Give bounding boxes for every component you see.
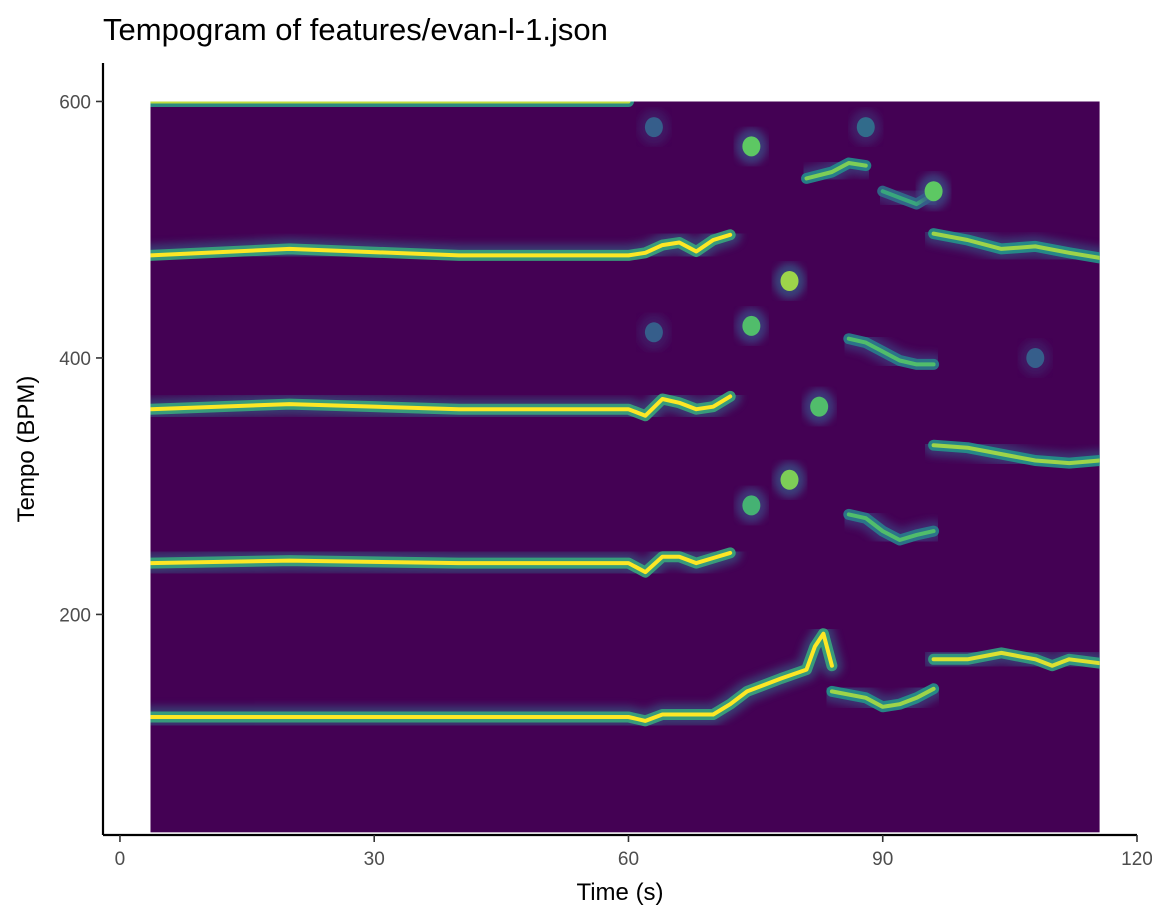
tempo-blob	[735, 487, 768, 524]
x-tick-label: 0	[115, 849, 126, 870]
blob-core	[810, 396, 829, 417]
tempo-ridge	[837, 503, 945, 551]
blob-core	[644, 117, 663, 138]
blob-core	[856, 117, 875, 138]
ridge-core	[150, 550, 733, 575]
x-tick-label: 60	[618, 849, 639, 870]
blob-core	[742, 136, 761, 157]
blob-core	[780, 469, 799, 490]
blob-core	[644, 322, 663, 343]
x-tick-label: 90	[872, 849, 893, 870]
tempo-ridge	[795, 152, 877, 190]
tempo-ridge	[150, 385, 742, 427]
tempo-blob	[637, 314, 670, 351]
tempo-blob	[637, 109, 670, 146]
tempo-ridge	[150, 541, 742, 584]
ridge-core	[846, 512, 936, 542]
tempo-blob	[917, 173, 950, 210]
ridge-core	[931, 443, 1100, 466]
heatmap	[150, 101, 1100, 833]
ridge-core	[150, 631, 834, 723]
blob-core	[780, 271, 799, 292]
x-tick-label: 120	[1121, 849, 1152, 870]
ridge-core	[829, 686, 936, 709]
ridge-core	[804, 161, 868, 181]
blob-core	[924, 181, 943, 202]
x-axis-label: Time (s)	[576, 879, 663, 906]
ridge-core	[150, 394, 733, 418]
tempo-blob	[803, 388, 836, 425]
tempo-blob	[849, 109, 882, 146]
y-axis-ticks: 200 400 600	[59, 92, 103, 626]
ridge-core	[931, 650, 1100, 668]
tempo-ridge	[922, 222, 1100, 269]
ridge-core	[150, 232, 733, 258]
tempo-blob	[773, 461, 806, 498]
tempo-blob	[735, 307, 768, 344]
tempo-ridge	[922, 434, 1100, 475]
tempo-blob	[1019, 339, 1052, 376]
blob-core	[1026, 347, 1045, 368]
tempo-blob	[735, 128, 768, 165]
chart-title: Tempogram of features/evan-l-1.json	[103, 12, 608, 47]
tempo-blob	[773, 263, 806, 300]
blob-core	[742, 315, 761, 336]
y-tick-label: 600	[59, 92, 91, 113]
tempo-ridge	[150, 223, 742, 267]
tempo-ridge	[820, 677, 945, 718]
y-tick-label: 400	[59, 349, 91, 370]
tempo-ridge	[150, 622, 843, 732]
tempo-ridge	[837, 327, 945, 376]
tempo-ridge	[922, 641, 1100, 677]
x-tick-label: 30	[364, 849, 385, 870]
ridge-core	[931, 231, 1100, 260]
blob-core	[742, 495, 761, 516]
x-axis-ticks: 0 30 60 90 120	[115, 835, 1152, 870]
y-axis-label: Tempo (BPM)	[13, 376, 40, 523]
y-tick-label: 200	[59, 605, 91, 626]
ridge-core	[846, 336, 936, 367]
